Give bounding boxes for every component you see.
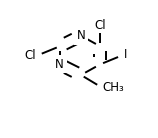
Text: N: N	[77, 29, 85, 42]
Text: CH₃: CH₃	[102, 81, 124, 94]
Text: I: I	[124, 48, 127, 61]
Text: Cl: Cl	[25, 49, 36, 62]
Text: Cl: Cl	[94, 18, 106, 32]
Text: N: N	[55, 58, 64, 71]
